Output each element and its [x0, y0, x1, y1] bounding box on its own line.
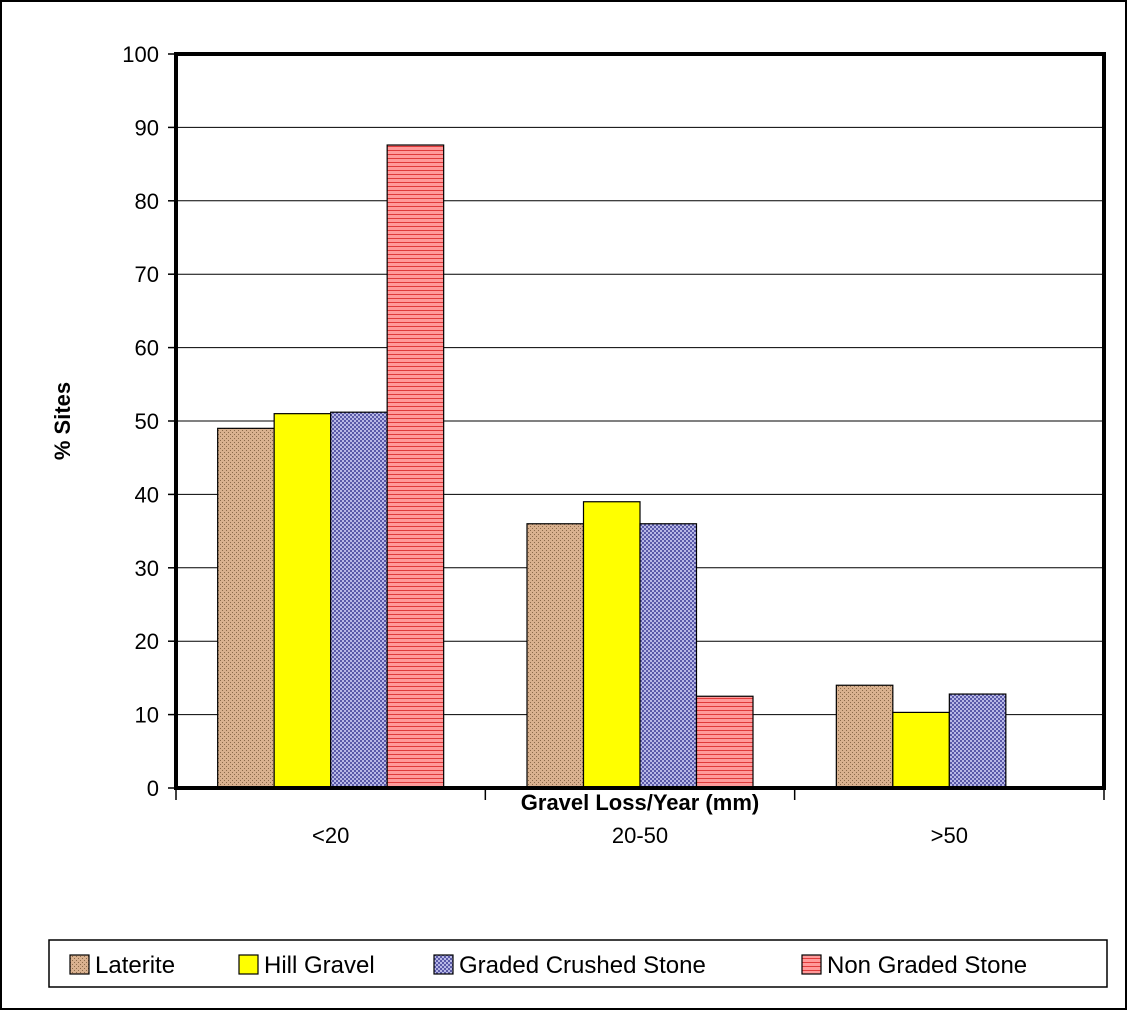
y-tick-label: 80 [135, 189, 159, 214]
x-axis-title: Gravel Loss/Year (mm) [521, 790, 759, 815]
legend [48, 939, 1108, 988]
bar-graded-crushed-stone [330, 411, 388, 789]
bar-non-graded-stone [695, 695, 754, 789]
y-tick-label: 10 [135, 703, 159, 728]
legend-swatch [69, 954, 90, 975]
x-tick-label: >50 [931, 823, 968, 848]
legend-swatch [433, 954, 454, 975]
bar-non-graded-stone [386, 144, 445, 789]
legend-label: Graded Crushed Stone [459, 952, 706, 979]
y-tick-label: 20 [135, 629, 159, 654]
y-tick-label: 30 [135, 556, 159, 581]
legend-swatch [801, 954, 822, 975]
bar-hill-gravel [892, 711, 950, 789]
bar-laterite [526, 523, 585, 789]
y-axis: 0 10 20 30 40 50 60 70 80 90 100 [122, 42, 176, 801]
y-tick-label: 100 [122, 42, 159, 67]
bars-group [217, 144, 1007, 789]
legend-swatch [238, 954, 259, 975]
bar-graded-crushed-stone [948, 693, 1007, 789]
bar-laterite [217, 427, 275, 789]
y-tick-label: 0 [147, 776, 159, 801]
bar-hill-gravel [273, 413, 332, 789]
bar-laterite [835, 684, 894, 789]
x-axis: <20 20-50 >50 [175, 788, 1105, 848]
y-tick-label: 60 [135, 336, 159, 361]
legend-items: Laterite Hill Gravel Graded Crushed Stone N… [69, 952, 1027, 979]
legend-label: Non Graded Stone [827, 952, 1027, 979]
y-tick-label: 40 [135, 482, 159, 507]
x-tick-label: 20-50 [612, 823, 668, 848]
legend-label: Laterite [95, 952, 175, 979]
y-tick-label: 90 [135, 115, 159, 140]
bar-graded-crushed-stone [639, 523, 698, 789]
legend-label: Hill Gravel [264, 952, 375, 979]
y-tick-label: 50 [135, 409, 159, 434]
y-tick-label: 70 [135, 262, 159, 287]
bar-hill-gravel [582, 501, 641, 789]
y-axis-title: % Sites [50, 382, 75, 460]
x-tick-label: <20 [312, 823, 349, 848]
